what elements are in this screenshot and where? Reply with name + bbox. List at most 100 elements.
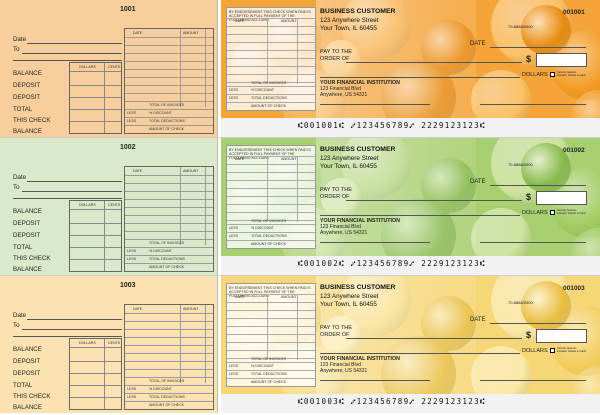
stub-date-line xyxy=(27,319,122,320)
ledger-row-line xyxy=(125,345,213,346)
check-stub: 1002 Date To DOLLARS CENTS BALANCE DEPOSIT DEPO… xyxy=(0,138,218,275)
amount-words-line xyxy=(320,77,520,78)
ledger-row-line xyxy=(125,45,213,46)
memo-line xyxy=(320,104,430,105)
endorse-date-header: DATE xyxy=(235,157,245,161)
amount-box[interactable] xyxy=(536,53,587,67)
endorsement-header: BY ENDORSEMENT THIS CHECK WHEN PAID IS A… xyxy=(229,286,311,298)
endorse-total-deductions: TOTAL DEDUCTIONS xyxy=(251,96,287,100)
endorse-row-line xyxy=(227,66,315,67)
micr-strip xyxy=(221,394,600,413)
endorse-date-header: DATE xyxy=(235,295,245,299)
check-2: 1002 Date To DOLLARS CENTS BALANCE DEPOSIT DEPO… xyxy=(0,138,600,275)
endorse-discount: % DISCOUNT xyxy=(251,364,274,368)
business-name: BUSINESS CUSTOMER xyxy=(320,146,396,153)
ledger-col xyxy=(180,29,181,107)
endorse-row-line xyxy=(227,172,315,173)
fruit-shape xyxy=(521,5,571,55)
payee-line xyxy=(346,338,522,339)
discount-label: % DISCOUNT xyxy=(149,249,172,253)
this-check-label: THIS CHECK xyxy=(13,255,51,262)
ledger-row-line xyxy=(125,215,213,216)
dollars-label: DOLLARS xyxy=(522,348,548,354)
total-invoices-label: TOTAL OF INVOICES xyxy=(149,103,185,107)
security-note: Security features included. Details on b… xyxy=(557,347,587,353)
ledger-row-line xyxy=(125,369,213,370)
fruit-shape xyxy=(381,336,456,394)
endorsement-box: BY ENDORSEMENT THIS CHECK WHEN PAID IS A… xyxy=(226,7,316,111)
fruit-shape xyxy=(471,70,531,118)
date-line xyxy=(490,323,586,324)
endorse-row-line xyxy=(227,82,315,83)
grid-row-line xyxy=(70,385,121,386)
ledger-row-line xyxy=(125,61,213,62)
check-3: 1003 Date To DOLLARS CENTS BALANCE DEPOSIT DEPO… xyxy=(0,276,600,413)
ledger-row-line xyxy=(125,337,213,338)
ledger-date-header: DATE xyxy=(133,169,143,173)
date-label: DATE xyxy=(470,41,486,47)
security-note: Security features included. Details on b… xyxy=(557,71,587,77)
bank-street: 123 Financial Blvd xyxy=(320,361,361,368)
endorse-less: LESS xyxy=(229,364,239,368)
bank-city: Anywhere, US 54321 xyxy=(320,367,368,374)
micr-strip xyxy=(221,256,600,275)
payee-line xyxy=(346,62,522,63)
signature-line xyxy=(480,104,586,105)
ledger-date-header: DATE xyxy=(133,31,143,35)
grid-row-line xyxy=(70,109,121,110)
ledger-col xyxy=(205,167,206,245)
invoice-ledger: DATE AMOUNT TOTAL OF INVOICES LESS % DISCOUN… xyxy=(124,166,214,272)
amount-box[interactable] xyxy=(536,191,587,205)
endorse-row-line xyxy=(227,310,315,311)
payee-line xyxy=(346,200,522,201)
bank-name: YOUR FINANCIAL INSTITUTION xyxy=(320,356,400,362)
ledger-row-line xyxy=(125,255,213,256)
grid-row-line xyxy=(70,361,121,362)
ledger-row-line xyxy=(125,361,213,362)
endorse-row-line xyxy=(227,342,315,343)
stub-to-label: To xyxy=(13,184,20,191)
discount-label: % DISCOUNT xyxy=(149,387,172,391)
lock-icon xyxy=(550,72,555,77)
bank-name: YOUR FINANCIAL INSTITUTION xyxy=(320,80,400,86)
signature-line xyxy=(480,380,586,381)
stub-date-label: Date xyxy=(13,312,27,319)
ledger-col xyxy=(205,305,206,383)
grid-row-line xyxy=(70,209,121,210)
stub-memo-line xyxy=(13,336,122,337)
balance-label: BALANCE xyxy=(13,70,42,77)
business-street: 123 Anywhere Street xyxy=(320,155,379,162)
amount-box[interactable] xyxy=(536,329,587,343)
less-label: LESS xyxy=(127,249,137,253)
balance-label-2: BALANCE xyxy=(13,404,42,411)
endorse-amount-header: AMOUNT xyxy=(281,19,297,23)
business-name: BUSINESS CUSTOMER xyxy=(320,284,396,291)
endorse-less-2: LESS xyxy=(229,372,239,376)
amount-words-line xyxy=(320,353,520,354)
balance-grid: DOLLARS CENTS xyxy=(69,338,122,410)
business-street: 123 Anywhere Street xyxy=(320,293,379,300)
deposit-label: DEPOSIT xyxy=(13,220,41,227)
ledger-row-line xyxy=(125,353,213,354)
memo-line xyxy=(320,380,430,381)
routing-fraction: 70-8888/0000 xyxy=(508,162,533,167)
balance-label-2: BALANCE xyxy=(13,266,42,273)
endorse-row-line xyxy=(227,58,315,59)
grid-row-line xyxy=(70,85,121,86)
cents-header: CENTS xyxy=(108,203,121,207)
ledger-row-line xyxy=(125,175,213,176)
stub-date-line xyxy=(27,181,122,182)
endorse-col xyxy=(267,18,268,84)
routing-fraction: 70-8888/0000 xyxy=(508,24,533,29)
stub-number: 1003 xyxy=(120,282,136,289)
invoice-ledger: DATE AMOUNT TOTAL OF INVOICES LESS % DISCOUN… xyxy=(124,28,214,134)
dollars-header: DOLLARS xyxy=(79,341,96,345)
endorse-total-invoices: TOTAL OF INVOICES xyxy=(251,81,287,85)
endorse-discount: % DISCOUNT xyxy=(251,226,274,230)
deposit-label: DEPOSIT xyxy=(13,358,41,365)
cents-header: CENTS xyxy=(108,341,121,345)
bank-info: YOUR FINANCIAL INSTITUTION 123 Financial … xyxy=(320,80,400,98)
less-label-2: LESS xyxy=(127,119,137,123)
endorse-row-line xyxy=(227,378,315,379)
endorse-col xyxy=(297,294,298,360)
